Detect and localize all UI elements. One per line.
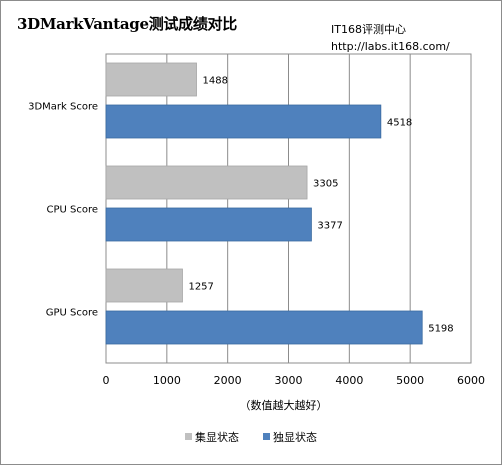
legend-swatch [185, 433, 192, 440]
legend-label: 独显状态 [273, 430, 317, 444]
category-label: GPU Score [46, 308, 98, 319]
x-tick-label: 6000 [457, 374, 485, 387]
x-tick-label: 4000 [335, 374, 363, 387]
x-tick-label: 3000 [275, 374, 303, 387]
data-label: 3305 [313, 179, 338, 190]
category-label: 3DMark Score [28, 102, 98, 113]
bar [105, 268, 183, 303]
data-label: 1488 [203, 76, 228, 87]
bar [105, 165, 308, 200]
watermark-line-2: http://labs.it168.com/ [331, 40, 450, 53]
category-label: CPU Score [46, 205, 98, 216]
x-tick-label: 0 [103, 374, 110, 387]
data-label: 4518 [387, 118, 412, 129]
watermark-line-1: IT168评测中心 [331, 23, 406, 36]
chart-title: 3DMarkVantage测试成绩对比 [17, 15, 237, 33]
x-tick-label: 2000 [214, 374, 242, 387]
data-label: 1257 [188, 282, 213, 293]
bar [105, 104, 382, 139]
x-tick-label: 5000 [396, 374, 424, 387]
bar [105, 62, 197, 97]
data-label: 3377 [317, 221, 342, 232]
bar [105, 207, 312, 242]
bar [105, 310, 423, 345]
legend-label: 集显状态 [195, 430, 239, 444]
legend-swatch [263, 433, 270, 440]
x-axis-title: （数值越大越好） [240, 398, 328, 412]
data-label: 5198 [428, 324, 453, 335]
x-tick-label: 1000 [153, 374, 181, 387]
watermark: IT168评测中心 http://labs.it168.com/ [331, 21, 450, 55]
